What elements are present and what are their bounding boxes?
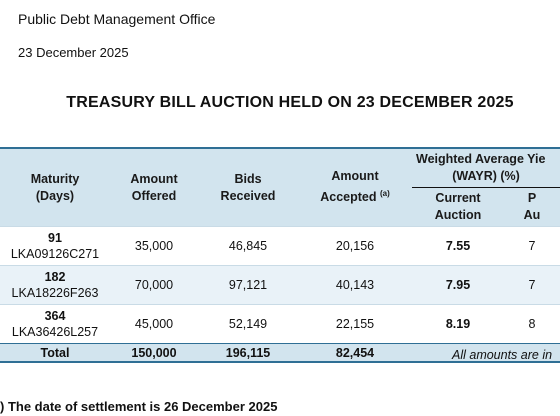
settlement-footnote: ) The date of settlement is 26 December … [0, 399, 278, 414]
previous-yield-cell: 7 [504, 226, 560, 266]
offered-cell: 35,000 [110, 226, 198, 266]
table-row: 182 LKA18226F263 70,000 97,121 40,143 7.9… [0, 265, 560, 305]
auction-results-table: Maturity (Days) Amount Offered Bids Rece… [0, 147, 560, 363]
current-yield-cell: 7.55 [412, 226, 504, 266]
offered-cell: 45,000 [110, 304, 198, 344]
office-name: Public Debt Management Office [18, 11, 216, 27]
header-amount-accepted: Amount Accepted (a) [298, 147, 412, 227]
bids-cell: 46,845 [198, 226, 298, 266]
amounts-unit-note: All amounts are in [452, 348, 553, 362]
table-row: 364 LKA36426L257 45,000 52,149 22,155 8.1… [0, 304, 560, 344]
bids-cell: 52,149 [198, 304, 298, 344]
accepted-cell: 20,156 [298, 226, 412, 266]
header-current-auction: Current Auction [412, 187, 504, 227]
total-accepted: 82,454 [298, 343, 412, 363]
previous-yield-cell: 8 [504, 304, 560, 344]
header-wayr: Weighted Average Yie (WAYR) (%) [412, 147, 560, 188]
total-bids: 196,115 [198, 343, 298, 363]
total-label: Total [0, 343, 110, 363]
maturity-cell: 182 LKA18226F263 [0, 265, 110, 305]
accepted-footnote-mark: (a) [379, 189, 390, 199]
total-row: Total 150,000 196,115 82,454 [0, 343, 560, 363]
header-maturity: Maturity (Days) [0, 147, 110, 227]
table-row: 91 LKA09126C271 35,000 46,845 20,156 7.55… [0, 226, 560, 266]
accepted-cell: 22,155 [298, 304, 412, 344]
total-previous-blank [504, 343, 560, 363]
header-previous-auction: P Au [504, 187, 560, 227]
header-amount-offered: Amount Offered [110, 147, 198, 227]
bids-cell: 97,121 [198, 265, 298, 305]
previous-yield-cell: 7 [504, 265, 560, 305]
offered-cell: 70,000 [110, 265, 198, 305]
total-offered: 150,000 [110, 343, 198, 363]
current-yield-cell: 7.95 [412, 265, 504, 305]
total-current-blank [412, 343, 504, 363]
release-date: 23 December 2025 [18, 45, 129, 60]
accepted-cell: 40,143 [298, 265, 412, 305]
header-bids-received: Bids Received [198, 147, 298, 227]
page-title: TREASURY BILL AUCTION HELD ON 23 DECEMBE… [66, 94, 514, 111]
maturity-cell: 91 LKA09126C271 [0, 226, 110, 266]
current-yield-cell: 8.19 [412, 304, 504, 344]
maturity-cell: 364 LKA36426L257 [0, 304, 110, 344]
